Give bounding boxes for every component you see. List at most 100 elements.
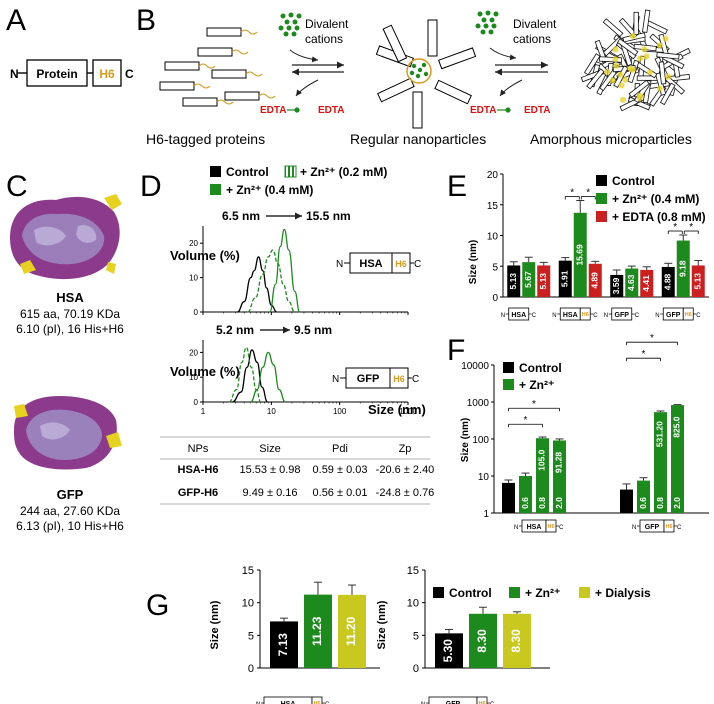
table-cell: 0.56 ± 0.01 — [313, 487, 368, 499]
y-tick-label: 20 — [189, 348, 198, 357]
hsa-shift-to: 15.5 nm — [306, 209, 351, 223]
construct-diagram-a: N Protein H6 C — [10, 59, 134, 87]
aggregate-rod — [602, 18, 624, 38]
series-line — [237, 256, 277, 313]
significance-star: * — [570, 188, 574, 199]
aggregate-rod — [628, 79, 650, 98]
aggregate-h6-cluster — [643, 53, 650, 60]
bar-value-label: 825.0 — [672, 416, 682, 438]
bar-value-label: 5.30 — [441, 639, 455, 663]
y-tick-label: 15 — [242, 565, 254, 577]
y-tick-label: 0 — [194, 308, 199, 317]
bar-conc-label: 0.8 — [537, 497, 547, 509]
bar — [503, 613, 531, 668]
h6-tagged-protein-rods — [159, 27, 276, 107]
bar — [502, 482, 515, 513]
construct-name: HSA — [511, 312, 526, 319]
construct-tag: H6 — [582, 312, 589, 318]
significance-star: * — [689, 222, 693, 233]
aggregate-rod — [633, 11, 639, 35]
table-cell: 9.49 ± 0.16 — [243, 487, 298, 499]
construct-n: N — [552, 313, 556, 319]
aggregate-h6-cluster — [619, 96, 626, 103]
mini-n: N — [336, 259, 343, 270]
regular-nanoparticle — [375, 19, 477, 129]
bar-value-label: 11.20 — [344, 616, 358, 646]
construct-name: HSA — [527, 524, 542, 531]
y-tick-label: 10000 — [461, 361, 489, 372]
table-cell: -24.8 ± 0.76 — [376, 487, 435, 499]
y-tick-label: 5 — [413, 630, 419, 642]
bar-conc-label: 0.6 — [638, 497, 648, 509]
mini-gfp: GFP — [357, 373, 380, 385]
scheme-label-nanoparticles: Regular nanoparticles — [350, 131, 486, 147]
bar-value-label: 8.30 — [509, 629, 523, 653]
bar — [625, 268, 639, 297]
bar-value-label: 3.59 — [611, 277, 621, 294]
g-legend-zn: + Zn²⁺ — [525, 586, 560, 600]
bar — [519, 476, 532, 513]
aggregate-h6-cluster — [664, 73, 671, 80]
aggregate-rod — [645, 19, 668, 35]
y-tick-label: 0 — [492, 293, 498, 304]
table-cell: 0.59 ± 0.03 — [313, 464, 368, 476]
chart-g-gfp: 0 5 10 15 5.30 8.30 8.30 N GFP H6 C — [407, 565, 550, 704]
aggregate-rod — [616, 38, 639, 56]
table-header-size: Size — [259, 443, 280, 455]
series-line — [269, 228, 301, 313]
y-tick-label: 15 — [407, 565, 419, 577]
mini-hsa: HSA — [359, 258, 382, 270]
gfp-structure-image — [14, 396, 122, 470]
aggregate-h6-cluster — [609, 77, 616, 84]
aggregate-h6-cluster — [636, 92, 643, 99]
bar-value-label: 4.41 — [641, 275, 651, 292]
bar — [654, 412, 667, 513]
construct-c: C — [593, 313, 598, 319]
legend-zn-04: + Zn²⁺ (0.4 mM) — [226, 183, 313, 197]
bar — [537, 265, 551, 297]
table-cell: HSA-H6 — [178, 464, 219, 476]
panel-letter-a: A — [6, 4, 26, 37]
amorphous-microparticle — [580, 9, 691, 112]
construct-tag: H6 — [685, 312, 692, 318]
construct-n: N — [501, 313, 505, 319]
series-line — [247, 249, 295, 313]
aggregate-h6-cluster — [613, 62, 620, 69]
bar — [588, 263, 602, 297]
y-tick-label: 10 — [407, 598, 419, 610]
gfp-info-line2: 6.13 (pI), 10 His+H6 — [16, 519, 124, 533]
bar-value-label: 7.13 — [276, 633, 290, 657]
hsa-shift-from: 6.5 nm — [222, 209, 260, 223]
edta-label-1a: EDTA — [260, 105, 286, 116]
construct-name: GFP — [615, 312, 630, 319]
chart-d-hsa: 0 10 20 — [189, 226, 409, 317]
d-gfp-ylabel-volume: Volume (%) — [170, 364, 240, 379]
edta-label-2b: EDTA — [524, 105, 550, 116]
divalent-cations-dots — [278, 12, 302, 37]
y-tick-label: 5 — [492, 262, 498, 273]
n-terminus-label: N — [10, 67, 19, 81]
hsa-structure-image — [10, 194, 122, 280]
bar-conc-label: 0.6 — [520, 497, 530, 509]
cations-label-2: cations — [513, 32, 551, 46]
y-tick-label: 20 — [189, 239, 198, 248]
divalent-label-1: Divalent — [305, 17, 349, 31]
construct-n: N — [421, 702, 425, 704]
mini-c: C — [414, 259, 421, 270]
aggregate-h6-cluster — [662, 35, 669, 42]
table-cell: -20.6 ± 2.40 — [376, 464, 435, 476]
aggregate-rod — [586, 68, 605, 90]
panel-g-legend: Control + Zn²⁺ + Dialysis — [433, 586, 651, 600]
y-tick-label: 100 — [472, 435, 489, 446]
bar-value-label: 4.63 — [626, 274, 636, 291]
construct-c: C — [532, 313, 537, 319]
hsa-info-line2: 6.10 (pI), 16 His+H6 — [16, 322, 124, 336]
g-legend-control: Control — [449, 586, 492, 600]
y-tick-label: 0 — [413, 663, 419, 675]
divalent-label-2: Divalent — [513, 17, 557, 31]
x-tick-label: 1 — [201, 407, 206, 416]
chart-g-hsa: 0 5 10 15 7.13 11.23 11.20 N HSA H6 C — [242, 565, 380, 704]
aggregate-rod — [583, 53, 601, 76]
significance-star: * — [586, 188, 590, 199]
bar — [610, 274, 624, 297]
